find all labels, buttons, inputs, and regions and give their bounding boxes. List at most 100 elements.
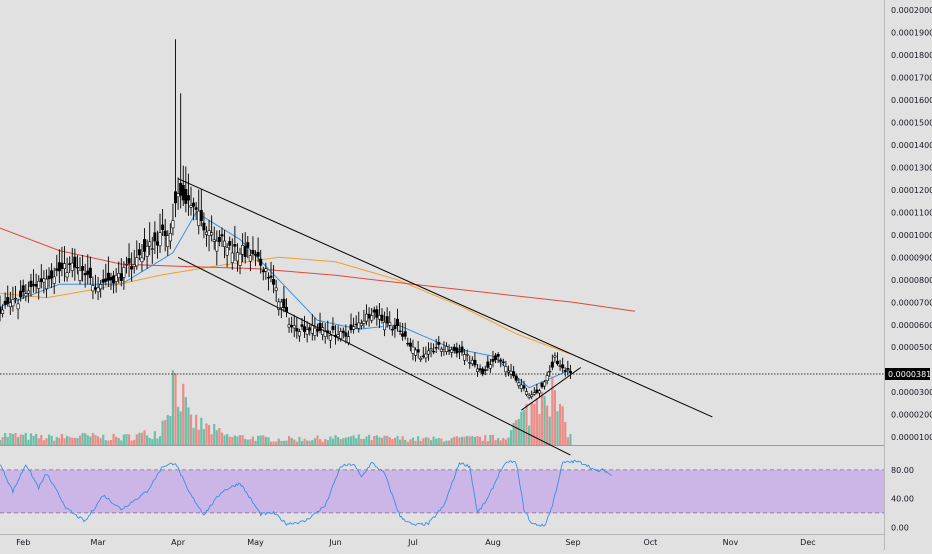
volume-bar	[226, 434, 229, 445]
candle-body	[465, 354, 469, 356]
candle-body	[336, 334, 340, 337]
volume-bar	[422, 438, 425, 445]
volume-bar	[81, 432, 84, 445]
candle-body	[450, 349, 454, 353]
volume-bar	[127, 434, 131, 445]
candle-body	[437, 341, 441, 345]
volume-bar	[313, 438, 316, 445]
volume-bar	[569, 434, 572, 445]
volume-bar	[99, 438, 102, 445]
candle-body	[83, 273, 87, 276]
candle-body	[514, 375, 518, 381]
volume-bar	[437, 438, 440, 445]
candle-body	[181, 185, 185, 201]
volume-bar	[306, 440, 309, 445]
candle-body	[143, 239, 147, 252]
candle-body	[29, 280, 33, 288]
candle-body	[478, 368, 482, 371]
volume-bar	[380, 437, 384, 445]
candle-body	[395, 318, 399, 327]
candle-body	[445, 346, 449, 352]
volume-bar	[264, 436, 267, 445]
volume-bar	[484, 435, 487, 445]
volume-bar	[334, 435, 337, 445]
volume-bar	[367, 434, 371, 445]
candle-body	[323, 330, 327, 337]
volume-bar	[202, 429, 205, 445]
price-axis-tick-label: 0.0001600	[891, 96, 932, 105]
volume-bar	[171, 370, 175, 445]
time-axis-tick-label: Dec	[800, 538, 815, 547]
candle-body	[75, 266, 79, 269]
candle-body	[16, 303, 20, 310]
volume-bar	[60, 434, 64, 445]
volume-bar	[24, 432, 27, 445]
candle-body	[566, 368, 570, 370]
volume-bar	[122, 434, 125, 445]
candle-body	[259, 258, 263, 266]
volume-bar	[94, 435, 97, 445]
volume-bar	[393, 437, 396, 445]
volume-bar	[538, 414, 541, 445]
candle-body	[305, 329, 309, 335]
candle-body	[233, 244, 237, 247]
volume-bar	[455, 436, 458, 445]
volume-bar	[339, 439, 342, 445]
volume-bar	[440, 438, 443, 445]
volume-bar	[450, 438, 453, 445]
volume-bar	[277, 438, 280, 445]
candle-body	[104, 278, 108, 282]
candle-body	[473, 359, 477, 366]
volume-bar	[182, 383, 185, 445]
price-axis-tick-label: 0.0001900	[891, 29, 932, 38]
volume-bar	[432, 436, 435, 445]
candle-body	[225, 247, 229, 256]
candle-body	[248, 255, 252, 262]
volume-bar	[107, 440, 110, 445]
candle-body	[204, 231, 208, 235]
candle-body	[163, 230, 167, 236]
rsi-axis-tick-label: 80.00	[891, 466, 914, 475]
volume-bar	[293, 439, 296, 445]
candle-body	[220, 234, 224, 237]
candle-body	[186, 195, 190, 201]
volume-bar	[435, 438, 438, 445]
candle-body	[210, 232, 214, 236]
volume-bar	[169, 416, 172, 445]
candle-body	[359, 323, 363, 327]
volume-bar	[272, 441, 275, 445]
volume-bar	[35, 433, 38, 445]
volume-bar	[280, 440, 283, 445]
volume-bar	[512, 422, 515, 445]
volume-bar	[285, 440, 288, 445]
candle-body	[155, 241, 159, 246]
volume-bar	[140, 432, 144, 445]
volume-bar	[378, 437, 381, 445]
volume-bar	[195, 414, 198, 445]
candle-body	[328, 334, 332, 341]
volume-bar	[295, 441, 298, 445]
candle-body	[543, 381, 547, 387]
candle-body	[558, 365, 562, 367]
volume-bar	[205, 423, 208, 445]
ema-mid-line	[0, 256, 571, 355]
candle-body	[303, 326, 307, 333]
candle-body	[148, 241, 152, 247]
candle-body	[184, 189, 188, 204]
candle-body	[455, 347, 459, 354]
volume-bar	[504, 439, 507, 445]
volume-bar	[561, 406, 564, 445]
candle-body	[135, 257, 139, 267]
volume-bar	[417, 436, 420, 445]
candle-body	[254, 254, 258, 256]
volume-bar	[337, 437, 340, 445]
candle-body	[137, 249, 141, 256]
volume-bar	[86, 435, 89, 445]
volume-bar	[411, 437, 415, 445]
candle-body	[290, 325, 294, 328]
price-axis-tick-label: 0.0001300	[891, 163, 932, 172]
candle-body	[429, 348, 433, 351]
volume-bar	[151, 439, 154, 445]
volume-bar	[164, 419, 167, 445]
candle-body	[537, 390, 541, 394]
